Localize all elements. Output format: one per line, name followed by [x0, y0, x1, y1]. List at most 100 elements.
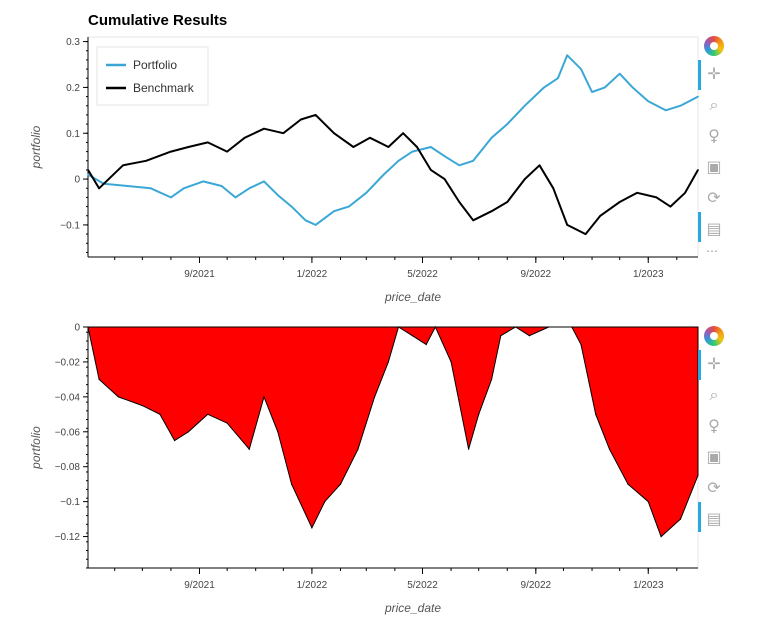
- data-point-portfolio: [263, 180, 265, 183]
- data-point-benchmark: [416, 146, 418, 148]
- save-icon[interactable]: ▣: [706, 157, 722, 176]
- legend: Portfolio Benchmark: [96, 46, 209, 106]
- drawdown-point: [207, 413, 209, 415]
- box-zoom-icon[interactable]: ⌕: [709, 385, 719, 404]
- data-point-benchmark: [122, 164, 124, 167]
- legend-box: [96, 46, 209, 106]
- drawdown-point: [277, 431, 279, 433]
- data-point-portfolio: [277, 194, 279, 196]
- drawdown-point: [595, 413, 597, 415]
- data-point-benchmark: [333, 132, 335, 134]
- drawdown-point: [627, 483, 629, 485]
- drawdown-point: [425, 343, 427, 346]
- cumulative-results-chart[interactable]: 0.3 0.2 0.1 0 −0.1 9/2021 1/2022 5/2022 9/2022 1/…: [0, 0, 700, 310]
- drawdown-point: [580, 343, 582, 346]
- data-point-portfolio: [149, 187, 152, 190]
- data-point-portfolio: [234, 196, 237, 199]
- data-point-portfolio: [566, 54, 568, 57]
- wheel-zoom-icon[interactable]: ♀: [708, 126, 720, 145]
- drawdown-point: [226, 422, 228, 424]
- data-point-benchmark: [584, 233, 587, 235]
- drawdown-point: [187, 431, 189, 433]
- hover-icon[interactable]: ▤: [706, 509, 722, 528]
- data-point-portfolio: [631, 86, 634, 89]
- drawdown-point: [411, 335, 413, 337]
- save-icon[interactable]: ▣: [706, 447, 722, 466]
- data-point-portfolio: [220, 185, 223, 187]
- drawdown-point: [608, 448, 611, 450]
- data-point-benchmark: [187, 146, 190, 148]
- y-tick-label: −0.04: [55, 392, 81, 403]
- data-point-portfolio: [524, 104, 526, 107]
- drawdown-point: [98, 378, 100, 380]
- drawdown-point: [87, 326, 89, 328]
- toolbar-top: ✛ ⌕ ♀ ▣ ⟳ ▤ ⋯: [698, 34, 726, 264]
- reset-icon[interactable]: ⟳: [707, 188, 721, 207]
- data-point-portfolio: [443, 155, 446, 157]
- pan-active-indicator: [698, 60, 701, 90]
- data-point-benchmark: [566, 224, 568, 226]
- data-point-portfolio: [647, 100, 649, 102]
- data-point-portfolio: [202, 180, 204, 183]
- hover-icon[interactable]: ▤: [706, 219, 722, 238]
- wheel-zoom-icon[interactable]: ♀: [708, 416, 720, 435]
- data-point-benchmark: [443, 178, 446, 180]
- x-tick-label: 9/2022: [521, 269, 552, 280]
- box-zoom-icon[interactable]: ⌕: [709, 95, 719, 114]
- data-point-portfolio: [618, 72, 621, 75]
- data-point-benchmark: [506, 201, 509, 203]
- drawdown-point: [660, 536, 662, 538]
- drawdown-point: [528, 335, 531, 337]
- drawdown-point: [571, 326, 573, 328]
- drawdown-chart[interactable]: 0 −0.02 −0.04 −0.06 −0.08 −0.1 −0.12 9/2021 1/20…: [0, 0, 700, 623]
- data-point-benchmark: [669, 205, 672, 208]
- x-tick-label: 9/2021: [184, 580, 215, 591]
- x-axis-label: price_date: [384, 601, 441, 615]
- drawdown-point: [478, 413, 480, 415]
- drawdown-point: [374, 396, 376, 398]
- data-point-portfolio: [365, 192, 368, 194]
- pan-active-indicator: [698, 350, 701, 380]
- data-point-benchmark: [170, 150, 172, 153]
- data-point-benchmark: [490, 210, 493, 212]
- data-point-portfolio: [290, 205, 293, 208]
- drawdown-point: [450, 361, 452, 363]
- more-icon[interactable]: ⋯: [706, 244, 718, 258]
- data-point-portfolio: [591, 91, 593, 93]
- x-tick-label: 1/2023: [633, 580, 664, 591]
- drawdown-point: [291, 483, 293, 485]
- drawdown-point: [339, 483, 342, 485]
- drawdown-point: [248, 448, 250, 450]
- y-tick-label: 0: [74, 323, 80, 334]
- data-point-benchmark: [697, 169, 699, 171]
- data-point-portfolio: [664, 109, 667, 112]
- data-point-benchmark: [369, 137, 371, 139]
- drawdown-point: [397, 326, 400, 328]
- drawdown-point: [324, 501, 326, 503]
- data-point-benchmark: [226, 150, 228, 153]
- x-tick-label: 9/2022: [521, 580, 552, 591]
- reset-icon[interactable]: ⟳: [707, 478, 721, 497]
- bokeh-logo-icon[interactable]: [704, 326, 724, 346]
- drawdown-point: [357, 448, 359, 450]
- drawdown-point: [174, 439, 176, 442]
- pan-icon[interactable]: ✛: [707, 354, 721, 373]
- y-tick-label: −0.1: [60, 497, 80, 508]
- pan-icon[interactable]: ✛: [707, 64, 721, 83]
- bokeh-logo-icon[interactable]: [704, 36, 724, 56]
- data-point-portfolio: [314, 224, 317, 226]
- drawdown-point: [263, 396, 265, 398]
- data-point-portfolio: [543, 86, 545, 89]
- data-point-benchmark: [402, 132, 404, 134]
- data-point-benchmark: [655, 196, 658, 199]
- data-point-portfolio: [183, 187, 185, 190]
- data-point-benchmark: [472, 219, 475, 222]
- toolbar-bottom: ✛ ⌕ ♀ ▣ ⟳ ▤: [698, 324, 726, 534]
- data-point-portfolio: [506, 123, 509, 125]
- drawdown-point: [311, 527, 313, 529]
- data-point-portfolio: [248, 187, 251, 190]
- data-point-benchmark: [552, 187, 555, 190]
- data-point-benchmark: [636, 192, 638, 194]
- data-point-portfolio: [304, 219, 307, 222]
- drawdown-point: [434, 326, 436, 328]
